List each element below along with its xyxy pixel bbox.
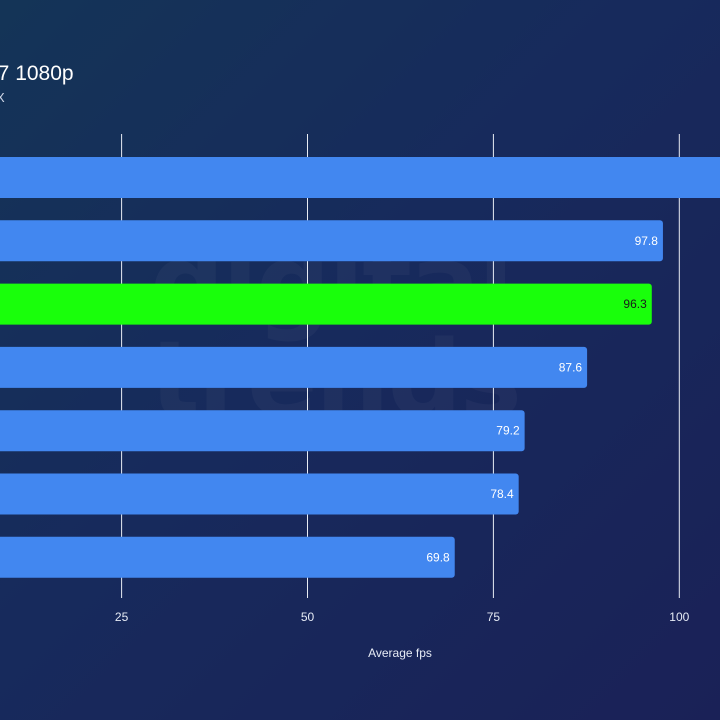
- bar-value-label: 97.8: [635, 234, 659, 248]
- bar-value-label: 87.6: [559, 360, 583, 374]
- x-axis-label: Average fps: [368, 646, 432, 660]
- bar-highlighted: [0, 283, 652, 325]
- x-tick-label: 25: [115, 610, 129, 624]
- bar: [0, 220, 663, 262]
- x-tick-label: 50: [301, 610, 315, 624]
- bar: [0, 536, 455, 578]
- bar-value-label: 78.4: [490, 487, 514, 501]
- x-tick-label: 100: [669, 610, 689, 624]
- bar-value-label: 69.8: [426, 550, 450, 564]
- bars: 97.8 96.3 87.6 79.2 78.4 69.8: [0, 157, 720, 578]
- chart-title: 77 1080p: [0, 62, 74, 85]
- bar: [0, 473, 519, 515]
- bar-value-label: 96.3: [623, 297, 647, 311]
- bar: [0, 346, 588, 388]
- bar: [0, 410, 525, 452]
- bar-value-label: 79.2: [496, 424, 520, 438]
- chart-subtitle: X: [0, 90, 5, 105]
- x-tick-label: 75: [487, 610, 501, 624]
- x-axis-ticks: 25 50 75 100: [115, 610, 690, 624]
- bar: [0, 157, 720, 198]
